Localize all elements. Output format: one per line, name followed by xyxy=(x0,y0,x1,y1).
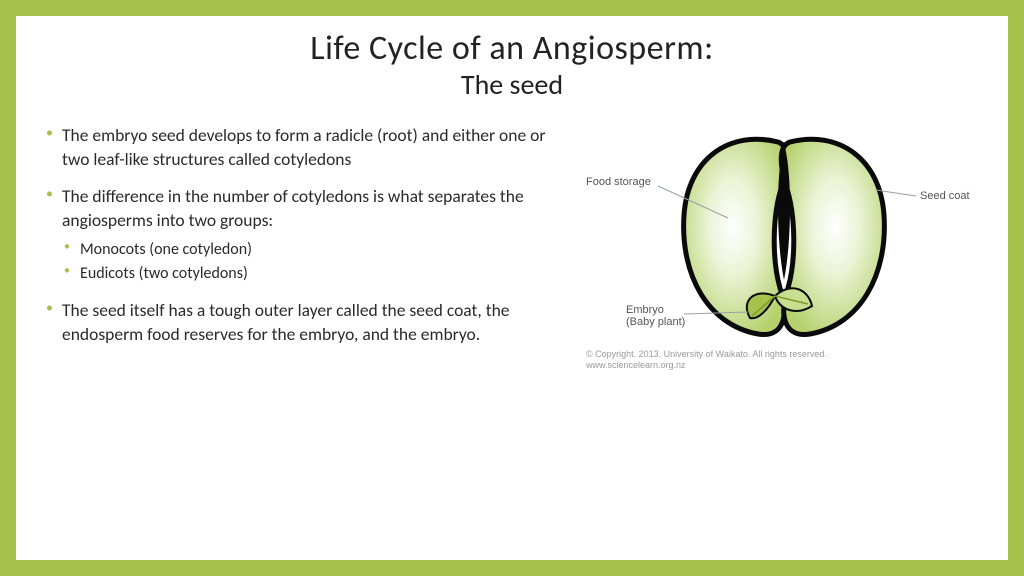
sub-bullet-item: Monocots (one cotyledon) xyxy=(62,239,570,261)
image-credit: © Copyright. 2013. University of Waikato… xyxy=(586,349,827,372)
sub-bullet-text: Eudicots (two cotyledons) xyxy=(80,264,248,283)
seed-diagram: Food storage Seed coat Embryo (Baby plan… xyxy=(580,120,980,380)
bullet-text: The embryo seed develops to form a radic… xyxy=(62,124,545,170)
bullet-item: The embryo seed develops to form a radic… xyxy=(44,124,570,171)
sub-bullet-list: Monocots (one cotyledon) Eudicots (two c… xyxy=(62,239,570,286)
label-embryo-l1: Embryo xyxy=(626,304,664,316)
bullet-item: The seed itself has a tough outer layer … xyxy=(44,299,570,346)
label-embryo-l2: (Baby plant) xyxy=(626,316,685,328)
label-seed-coat: Seed coat xyxy=(920,190,970,202)
credit-line1: © Copyright. 2013. University of Waikato… xyxy=(586,349,827,359)
bullet-text: The difference in the number of cotyledo… xyxy=(62,185,524,231)
sub-bullet-text: Monocots (one cotyledon) xyxy=(80,240,252,259)
label-food-storage: Food storage xyxy=(586,176,651,188)
label-embryo: Embryo (Baby plant) xyxy=(626,304,685,328)
content-row: The embryo seed develops to form a radic… xyxy=(44,124,980,380)
bullet-item: The difference in the number of cotyledo… xyxy=(44,185,570,285)
text-column: The embryo seed develops to form a radic… xyxy=(44,124,570,380)
left-cotyledon xyxy=(684,139,787,334)
figure-column: Food storage Seed coat Embryo (Baby plan… xyxy=(570,124,980,380)
sub-bullet-item: Eudicots (two cotyledons) xyxy=(62,263,570,285)
bullet-text: The seed itself has a tough outer layer … xyxy=(62,299,509,345)
bullet-list: The embryo seed develops to form a radic… xyxy=(44,124,570,347)
title-line1: Life Cycle of an Angiosperm: xyxy=(44,28,980,69)
slide-frame: Life Cycle of an Angiosperm: The seed Th… xyxy=(0,0,1024,576)
seed-svg xyxy=(580,120,980,380)
title-line2: The seed xyxy=(44,67,980,102)
title-block: Life Cycle of an Angiosperm: The seed xyxy=(44,28,980,102)
credit-line2: www.sciencelearn.org.nz xyxy=(586,360,686,370)
